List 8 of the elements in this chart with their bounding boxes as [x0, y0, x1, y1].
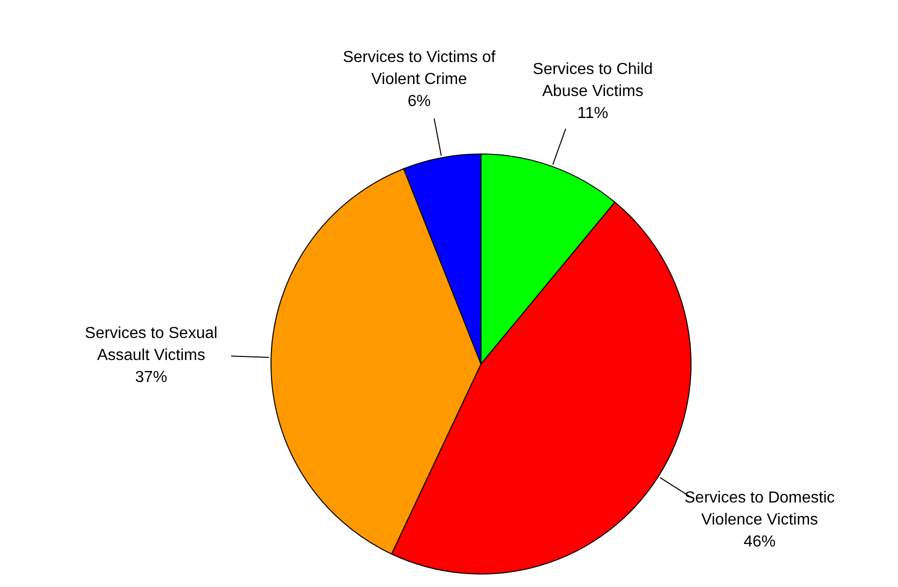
slice-label: Services to Child Abuse Victims [532, 61, 653, 100]
slice-label: Services to Sexual Assault Victims [84, 324, 218, 364]
data-label: 11% [577, 105, 608, 122]
data-label: 6% [408, 93, 431, 110]
slice-label: Services to Victims of Violent Crime [342, 49, 496, 88]
data-label: 46% [744, 533, 776, 550]
data-label: 37% [135, 368, 168, 386]
slice-label: Services to Domestic Violence Victims [684, 489, 835, 528]
